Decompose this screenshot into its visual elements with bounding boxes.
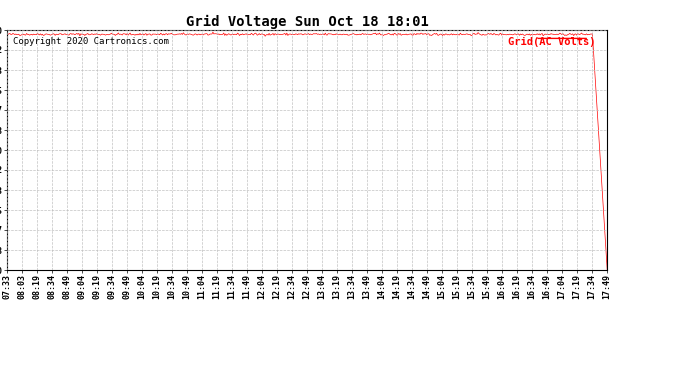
Title: Grid Voltage Sun Oct 18 18:01: Grid Voltage Sun Oct 18 18:01 bbox=[186, 15, 428, 29]
Text: Grid(AC Volts): Grid(AC Volts) bbox=[508, 37, 595, 47]
Text: Copyright 2020 Cartronics.com: Copyright 2020 Cartronics.com bbox=[13, 37, 169, 46]
